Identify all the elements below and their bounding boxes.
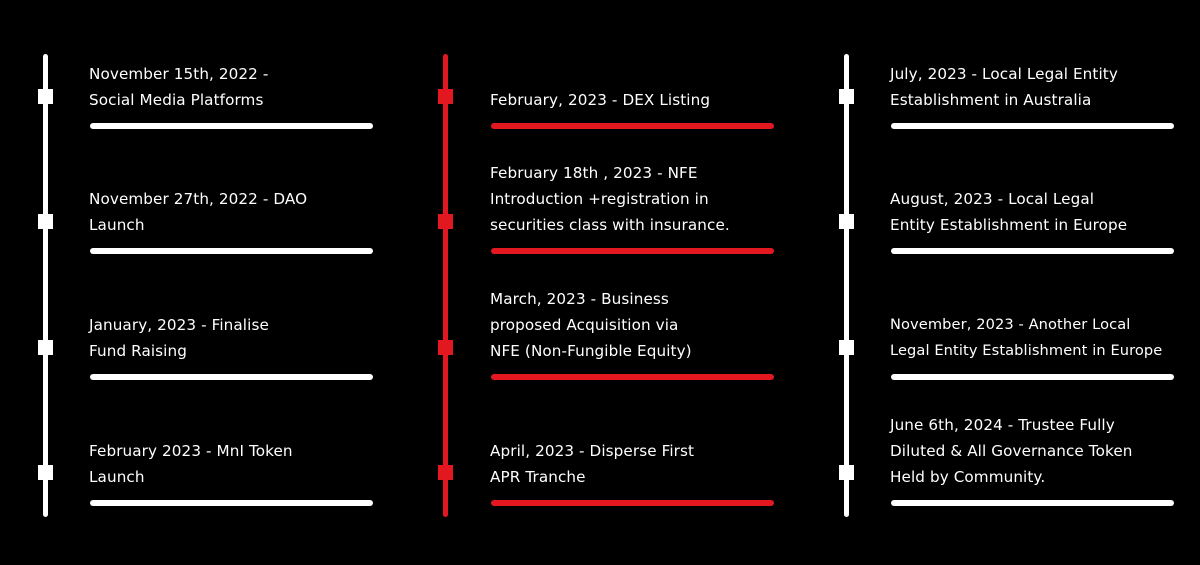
timeline-item: February, 2023 - DEX Listing [401, 0, 801, 129]
timeline-marker [438, 340, 453, 355]
timeline-marker [38, 465, 53, 480]
timeline-item-underline [891, 374, 1174, 380]
timeline-item: November 15th, 2022 - Social Media Platf… [0, 0, 400, 129]
timeline-item-underline [891, 123, 1174, 129]
timeline-marker [839, 214, 854, 229]
timeline-item-text: March, 2023 - Business proposed Acquisit… [490, 290, 692, 360]
timeline-item-text: June 6th, 2024 - Trustee Fully Diluted &… [890, 416, 1133, 486]
timeline-vertical-line [43, 54, 48, 517]
timeline-column-2: February, 2023 - DEX Listing February 18… [401, 0, 801, 565]
timeline-marker [839, 465, 854, 480]
timeline-item-underline [90, 123, 373, 129]
timeline-marker [38, 214, 53, 229]
timeline-item-text: November 15th, 2022 - Social Media Platf… [89, 65, 269, 109]
timeline-item-text: August, 2023 - Local Legal Entity Establ… [890, 190, 1128, 234]
timeline-item-text: November 27th, 2022 - DAO Launch [89, 190, 308, 234]
timeline-item-underline [491, 374, 774, 380]
timeline-marker [438, 214, 453, 229]
timeline-column-1: November 15th, 2022 - Social Media Platf… [0, 0, 400, 565]
timeline-item-text: November, 2023 - Another Local Legal Ent… [890, 316, 1163, 359]
timeline-item-text: July, 2023 - Local Legal Entity Establis… [890, 65, 1118, 109]
timeline-item-text: April, 2023 - Disperse First APR Tranche [490, 442, 695, 486]
timeline-item: August, 2023 - Local Legal Entity Establ… [801, 125, 1200, 254]
timeline-item-text: February, 2023 - DEX Listing [490, 91, 711, 109]
timeline-vertical-line [844, 54, 849, 517]
timeline-column-3: July, 2023 - Local Legal Entity Establis… [801, 0, 1200, 565]
timeline-marker [839, 340, 854, 355]
timeline-item-underline [491, 500, 774, 506]
timeline-marker [438, 465, 453, 480]
timeline-item-underline [491, 248, 774, 254]
timeline-item: February 18th , 2023 - NFE Introduction … [401, 125, 801, 254]
timeline-item-text: February 18th , 2023 - NFE Introduction … [490, 164, 730, 234]
timeline-vertical-line [443, 54, 448, 517]
timeline-item: April, 2023 - Disperse First APR Tranche [401, 377, 801, 506]
timeline-item: November 27th, 2022 - DAO Launch [0, 125, 400, 254]
timeline-item: March, 2023 - Business proposed Acquisit… [401, 251, 801, 380]
timeline-marker [438, 89, 453, 104]
timeline-item-underline [891, 500, 1174, 506]
timeline-item-underline [491, 123, 774, 129]
timeline-marker [839, 89, 854, 104]
timeline-item-underline [90, 374, 373, 380]
timeline-item-underline [90, 248, 373, 254]
timeline-item: November, 2023 - Another Local Legal Ent… [801, 251, 1200, 380]
timeline-item-underline [90, 500, 373, 506]
timeline-item-text: February 2023 - MnI Token Launch [89, 442, 293, 486]
timeline-item: June 6th, 2024 - Trustee Fully Diluted &… [801, 377, 1200, 506]
timeline-item-text: January, 2023 - Finalise Fund Raising [89, 316, 269, 360]
timeline-item: July, 2023 - Local Legal Entity Establis… [801, 0, 1200, 129]
timeline-marker [38, 89, 53, 104]
timeline-item: January, 2023 - Finalise Fund Raising [0, 251, 400, 380]
timeline-item: February 2023 - MnI Token Launch [0, 377, 400, 506]
timeline-item-underline [891, 248, 1174, 254]
timeline-marker [38, 340, 53, 355]
